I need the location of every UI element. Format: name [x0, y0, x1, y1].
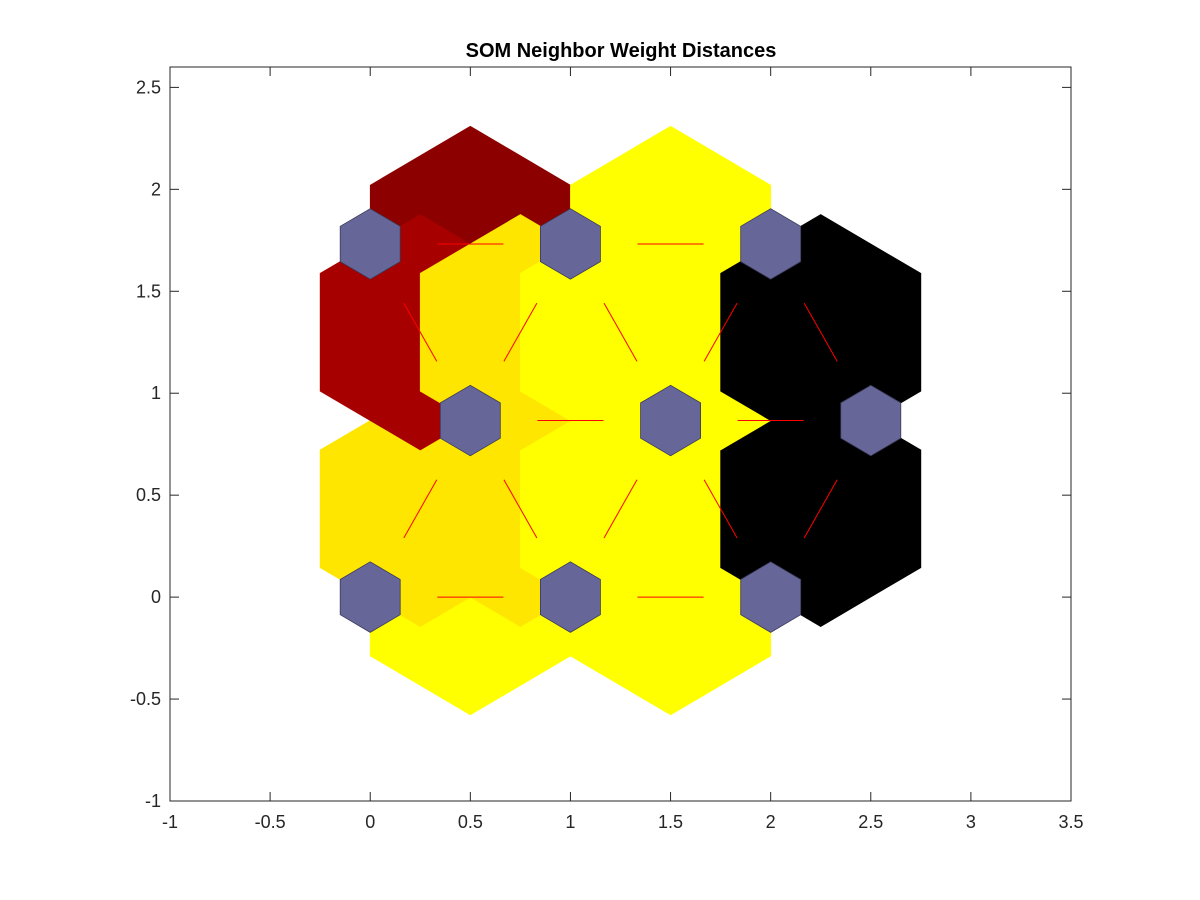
link-line	[603, 479, 638, 539]
axes-layer: -1 -0.5 0 0.5 1 1.5 2 2.5 3 3.5 -1 -0.5 0 0.5 1 1.5 2 2.5	[130, 66, 1084, 832]
y-tick-label: 1	[151, 383, 161, 403]
x-tick-label: 3.5	[1058, 812, 1083, 832]
link-line	[703, 302, 738, 362]
neuron-hexagon	[339, 561, 401, 633]
neuron-hexagon	[740, 561, 802, 633]
link-line	[603, 302, 638, 362]
chart-title: SOM Neighbor Weight Distances	[466, 40, 777, 62]
neurons-layer	[339, 208, 902, 633]
x-tick-label: -1	[162, 812, 178, 832]
y-tick-label: 0	[151, 587, 161, 607]
neuron-hexagon	[840, 384, 902, 457]
x-tick-label: 3	[966, 812, 976, 832]
x-tick-label: 1.5	[658, 812, 683, 832]
x-tick-label: 1	[565, 812, 575, 832]
neuron-hexagon	[540, 208, 601, 280]
neuron-hexagon	[339, 208, 401, 280]
x-tick-label: 0	[365, 812, 375, 832]
link-line	[503, 479, 538, 539]
y-tick-label: 2	[151, 179, 161, 199]
y-tick-label: -0.5	[130, 689, 161, 709]
x-tick-label: 2.5	[858, 812, 883, 832]
neuron-hexagon	[540, 561, 601, 633]
link-line	[803, 302, 838, 362]
y-tick-label: -1	[145, 791, 161, 811]
y-tick-label: 2.5	[136, 77, 161, 97]
x-tick-label: -0.5	[255, 812, 286, 832]
neuron-hexagon	[740, 208, 802, 280]
link-line	[703, 479, 738, 539]
x-tick-label: 0.5	[458, 812, 483, 832]
neuron-hexagon	[640, 384, 701, 457]
y-tick-label: 1.5	[136, 281, 161, 301]
x-tick-label: 2	[766, 812, 776, 832]
axes-box	[169, 66, 1072, 802]
y-tick-label: 0.5	[136, 485, 161, 505]
link-line	[403, 479, 438, 539]
link-line	[403, 302, 438, 362]
link-line	[503, 302, 538, 362]
link-line	[803, 479, 838, 539]
neuron-hexagon	[439, 384, 501, 457]
